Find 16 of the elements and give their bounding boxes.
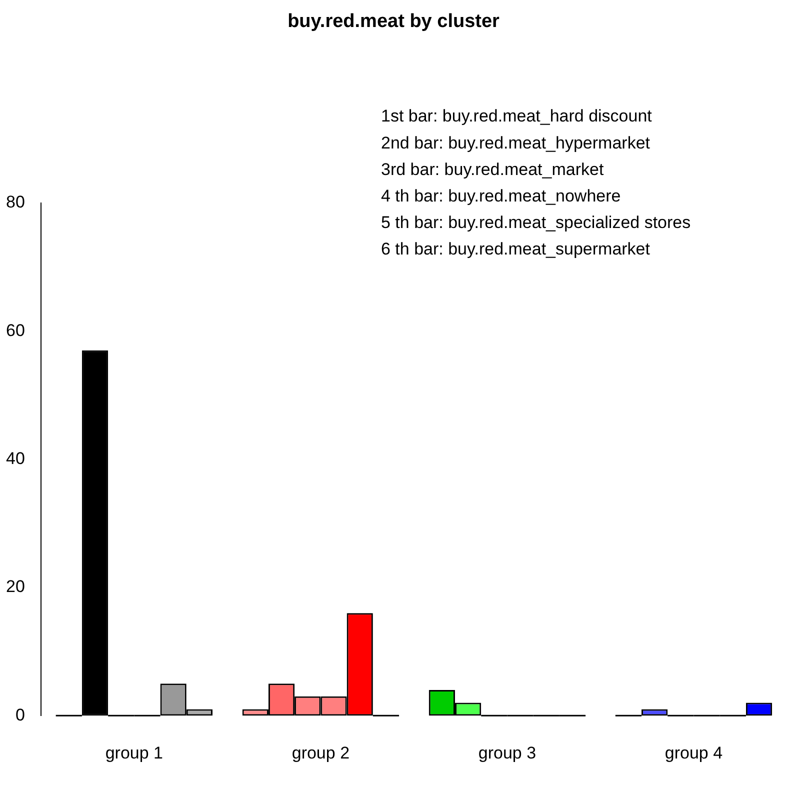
x-tick-label: group 3	[478, 743, 536, 762]
y-tick-label: 0	[15, 705, 25, 724]
annotation: 5 th bar: buy.red.meat_specialized stores	[381, 213, 691, 232]
y-tick-label: 40	[6, 448, 25, 468]
x-tick-label: group 4	[664, 743, 723, 762]
x-tick-label: group 2	[292, 743, 350, 762]
text: 2nd bar: buy.red.meat_hypermarket	[381, 133, 650, 152]
chart-title: buy.red.meat by cluster	[288, 11, 500, 32]
annotation: 6 th bar: buy.red.meat_supermarket	[381, 240, 650, 259]
text: 3rd bar: buy.red.meat_market	[381, 160, 604, 179]
y-tick-label: 20	[6, 577, 25, 596]
y-tick-label: 80	[6, 192, 25, 212]
x-tick-label: group 1	[105, 743, 164, 762]
annotation: 4 th bar: buy.red.meat_nowhere	[381, 186, 621, 206]
text: 1st bar: buy.red.meat_hard discount	[381, 106, 652, 126]
y-tick-label: 60	[6, 320, 25, 340]
